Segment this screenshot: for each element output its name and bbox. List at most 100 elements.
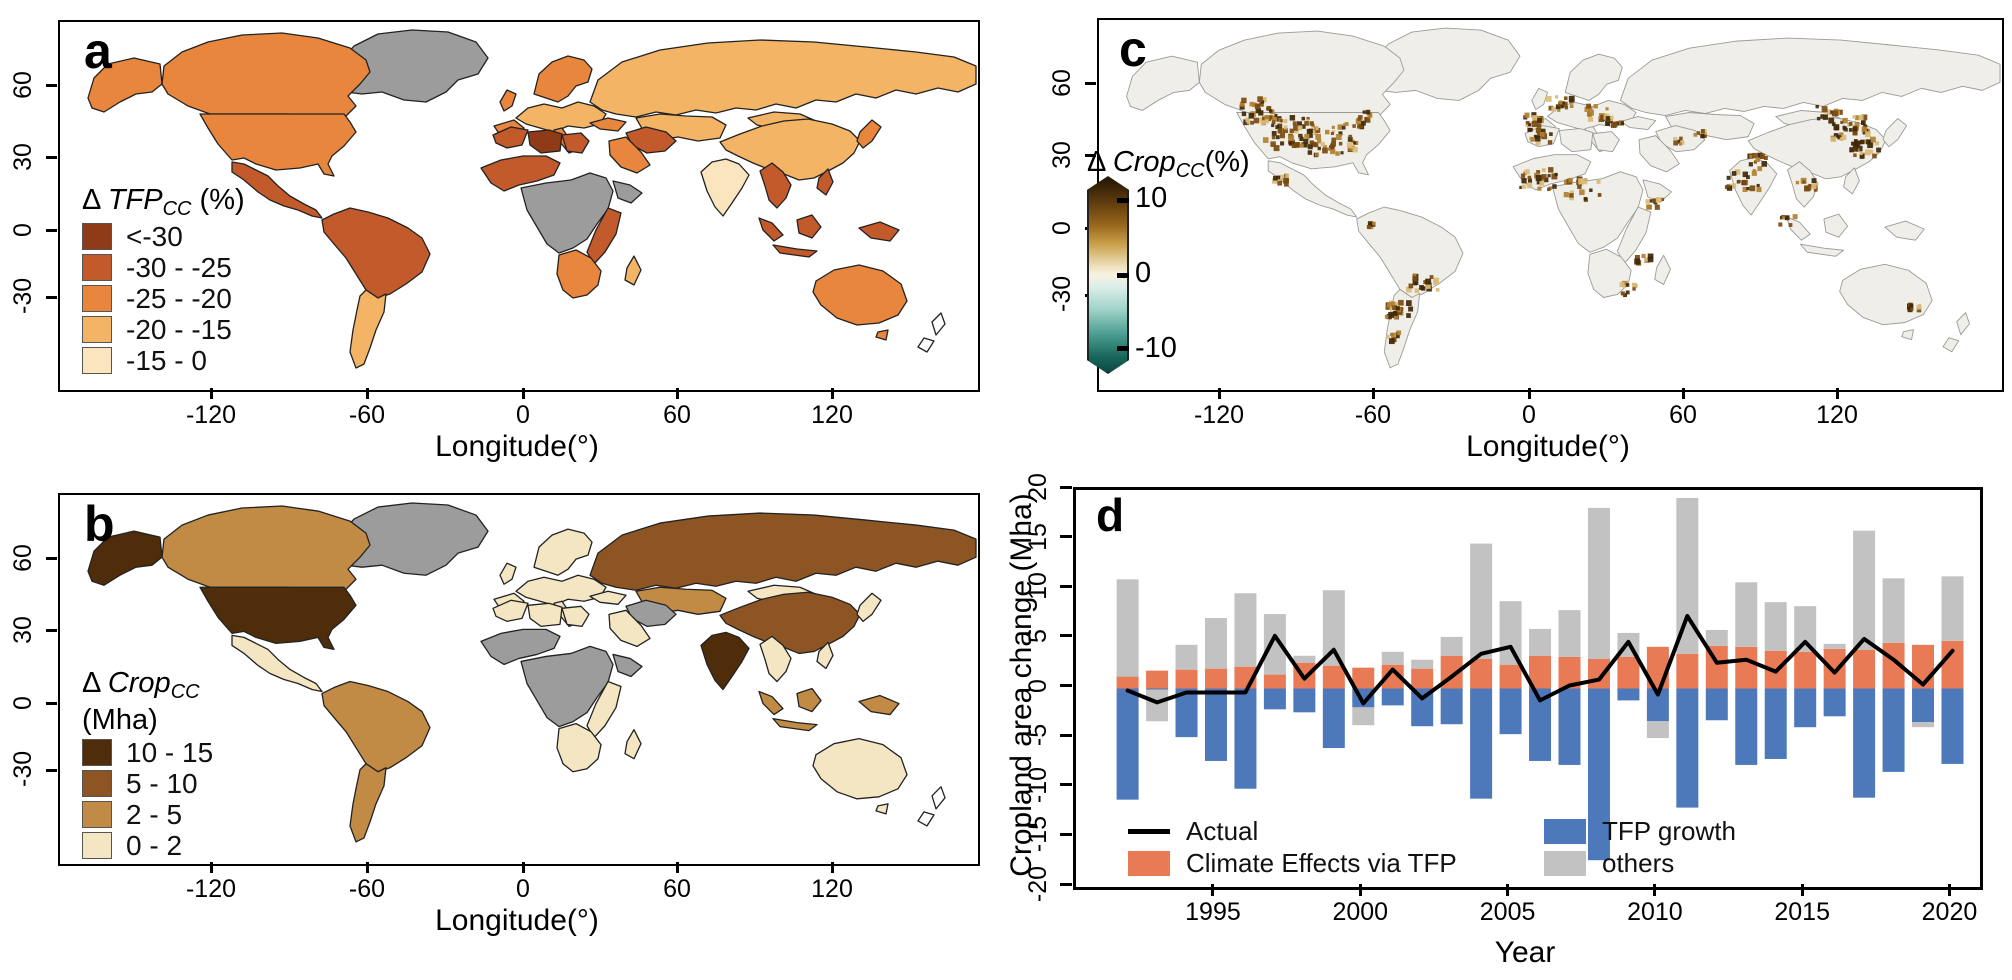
bar-tfp-2011 bbox=[1676, 688, 1699, 808]
crop-pixel bbox=[1916, 304, 1922, 310]
region-philippines bbox=[816, 168, 834, 196]
crop-pixel bbox=[1408, 306, 1414, 312]
crop-pixel bbox=[1581, 178, 1588, 185]
crop-pixel bbox=[1568, 177, 1573, 183]
crop-pixel bbox=[1623, 293, 1627, 298]
crop-pixel bbox=[1673, 140, 1679, 146]
panel-a-legend-label-1: -30 - -25 bbox=[126, 251, 232, 283]
crop-pixel bbox=[1249, 101, 1254, 107]
crop-pixel bbox=[1537, 186, 1542, 191]
crop-pixel bbox=[1600, 114, 1606, 121]
region-cafrica bbox=[520, 172, 614, 254]
panel-a-xtick-label-2: 0 bbox=[516, 401, 530, 429]
crop-pixel bbox=[1815, 182, 1819, 186]
crop-pixel bbox=[1531, 115, 1538, 121]
crop-pixel bbox=[1558, 100, 1563, 105]
crop-pixel bbox=[1569, 104, 1574, 109]
panel-c-xtick-label-0: -120 bbox=[1193, 401, 1245, 429]
bar-others-2019 bbox=[1912, 722, 1935, 728]
crop-pixel bbox=[1752, 152, 1757, 158]
panel-a-legend-swatch-3 bbox=[82, 316, 112, 343]
crop-pixel bbox=[1384, 314, 1389, 319]
crop-pixel bbox=[1304, 133, 1310, 140]
crop-pixel bbox=[1543, 177, 1549, 183]
panel-a-xtick-4 bbox=[831, 388, 834, 399]
crop-pixel bbox=[1857, 145, 1863, 152]
crop-pixel bbox=[1354, 140, 1359, 146]
crop-pixel bbox=[1860, 121, 1864, 125]
region-samerica_n bbox=[321, 207, 431, 299]
crop-pixel bbox=[1596, 179, 1601, 184]
crop-pixel bbox=[1521, 178, 1527, 184]
panel-d-xtick-3 bbox=[1653, 884, 1657, 896]
region-borneo bbox=[1823, 213, 1849, 238]
bar-climate-2006 bbox=[1529, 655, 1552, 689]
crop-pixel bbox=[1264, 115, 1270, 121]
crop-pixel bbox=[1548, 167, 1554, 173]
crop-pixel bbox=[1365, 109, 1371, 115]
panel-c-ytick-label-2: 0 bbox=[1048, 221, 1076, 235]
crop-pixel bbox=[1852, 130, 1858, 136]
crop-pixel bbox=[1830, 110, 1834, 114]
region-newguinea bbox=[858, 221, 900, 242]
panel-b-xtick-label-2: 0 bbox=[516, 875, 530, 903]
world-map-a bbox=[87, 29, 977, 369]
panel-b-ytick-0 bbox=[46, 557, 57, 560]
crop-pixel bbox=[1865, 139, 1871, 145]
panel-b-legend-swatch-1 bbox=[82, 770, 112, 797]
crop-pixel bbox=[1700, 133, 1705, 139]
panel-a-legend-title: Δ TFPCC (%) bbox=[82, 184, 245, 220]
region-horn bbox=[1642, 179, 1672, 203]
crop-pixel bbox=[1524, 169, 1530, 175]
crop-pixel bbox=[1842, 125, 1846, 129]
crop-pixel bbox=[1822, 114, 1828, 120]
crop-pixel bbox=[1746, 175, 1750, 180]
crop-pixel bbox=[1530, 137, 1535, 142]
crop-pixel bbox=[1792, 214, 1798, 220]
panel-c-colorbar: Δ CropCC(%) 10 0 -10 bbox=[1087, 146, 1250, 406]
panel-a-letter: a bbox=[84, 23, 112, 79]
crop-pixel bbox=[1608, 119, 1614, 124]
crop-pixel bbox=[1677, 139, 1682, 144]
crop-pixel bbox=[1253, 117, 1260, 124]
region-alaska bbox=[1126, 55, 1200, 111]
region-java bbox=[772, 244, 818, 258]
crop-pixel bbox=[1307, 144, 1313, 150]
crop-pixel bbox=[1274, 113, 1278, 117]
region-cafrica bbox=[520, 645, 614, 728]
bar-tfp-2007 bbox=[1558, 688, 1581, 765]
crop-pixel bbox=[1271, 123, 1275, 128]
panel-d-xtick-label-2: 2005 bbox=[1479, 898, 1536, 926]
crop-pixel bbox=[1391, 332, 1396, 338]
panel-a-legend-swatch-4 bbox=[82, 347, 112, 374]
crop-pixel bbox=[1647, 256, 1654, 263]
crop-pixel bbox=[1386, 301, 1393, 308]
bar-tfp-2019 bbox=[1912, 688, 1935, 723]
crop-pixel bbox=[1252, 102, 1257, 108]
crop-pixel bbox=[1854, 121, 1860, 127]
region-nz bbox=[1942, 312, 1970, 353]
panel-d-ytick-label-7: -15 bbox=[1024, 816, 1052, 853]
panel-d-ytick-label-4: 0 bbox=[1024, 678, 1052, 693]
crop-pixel bbox=[1260, 120, 1266, 126]
region-australia bbox=[812, 738, 908, 800]
crop-pixel bbox=[1788, 223, 1793, 227]
crop-pixel bbox=[1254, 103, 1261, 110]
region-japan bbox=[856, 119, 882, 149]
crop-pixel bbox=[1876, 147, 1881, 153]
crop-pixel bbox=[1610, 115, 1614, 119]
panel-c-xtick-1 bbox=[1372, 388, 1375, 399]
crop-pixel bbox=[1625, 283, 1630, 287]
crop-pixel bbox=[1266, 105, 1272, 111]
crop-pixel bbox=[1673, 137, 1678, 142]
crop-pixel bbox=[1597, 193, 1602, 197]
bar-climate-2015 bbox=[1794, 651, 1817, 689]
crop-pixel bbox=[1331, 137, 1337, 143]
crop-pixel bbox=[1344, 122, 1349, 126]
region-nz bbox=[917, 786, 946, 827]
actual-line bbox=[1125, 614, 1955, 706]
crop-pixel bbox=[1366, 224, 1371, 230]
crop-pixel bbox=[1563, 179, 1570, 185]
panel-c-ytick-label-3: -30 bbox=[1048, 275, 1076, 312]
crop-pixel bbox=[1412, 276, 1418, 281]
